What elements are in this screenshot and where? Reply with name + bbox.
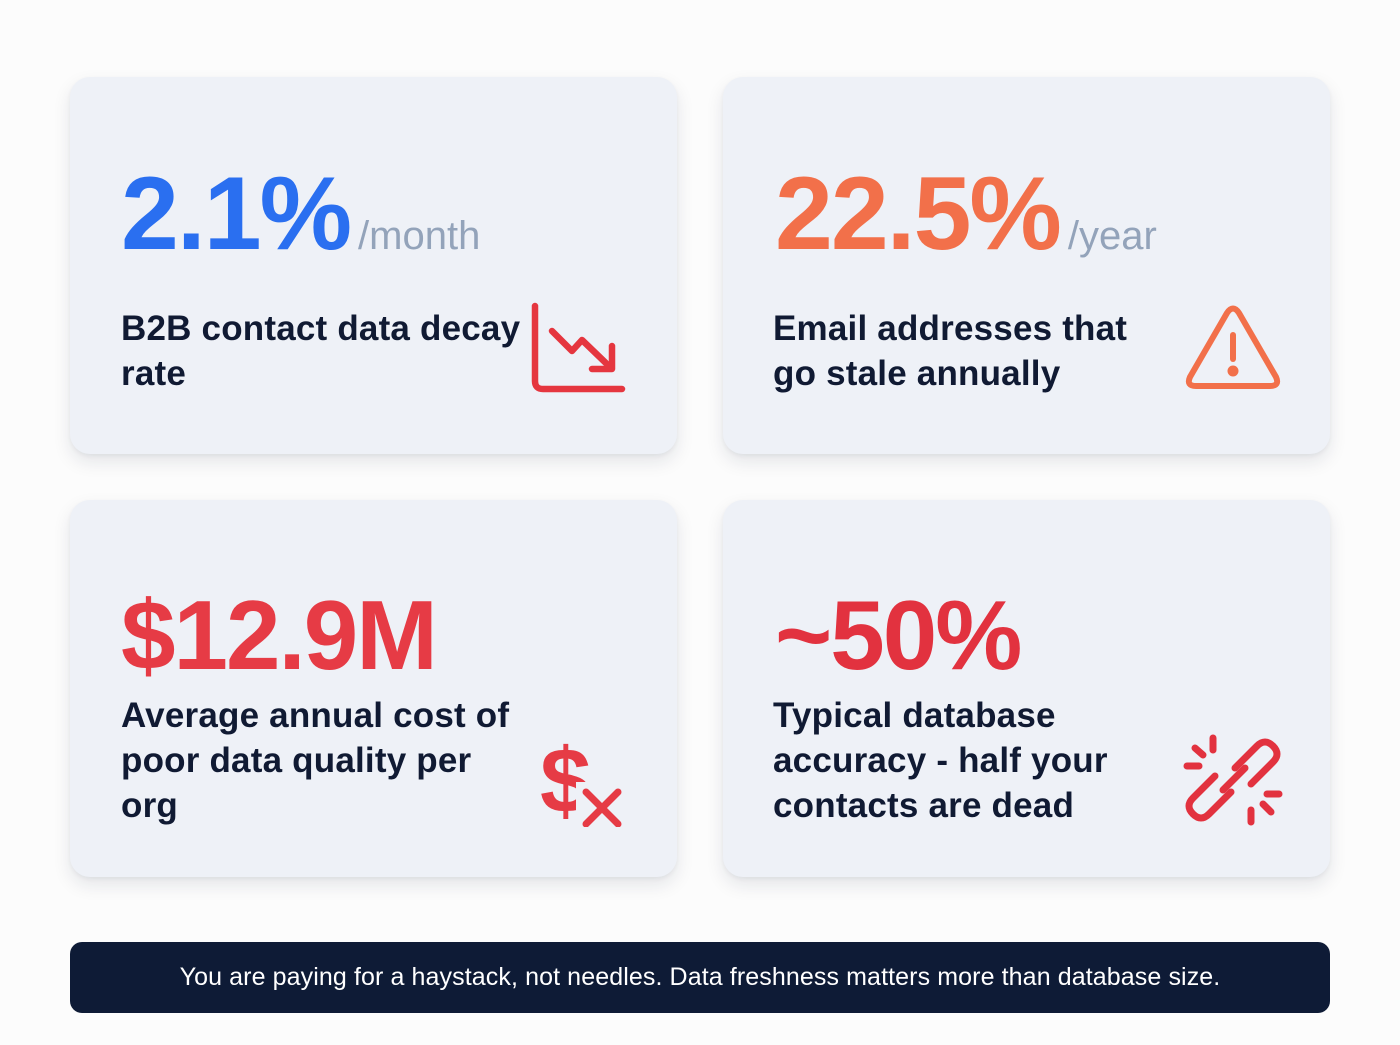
stat-card-email-stale: 22.5%/year Email addresses that go stale…	[723, 77, 1330, 454]
svg-text:$: $	[540, 732, 591, 827]
stat-unit: /month	[358, 214, 481, 258]
stat-card-accuracy: ~50% Typical database accuracy - half yo…	[723, 500, 1330, 877]
dollar-cross-icon: $	[540, 732, 622, 827]
stat-value: $12.9M	[121, 580, 438, 690]
stat-description: Average annual cost of poor data quality…	[121, 696, 510, 825]
stat-card-cost: $12.9M Average annual cost of poor data …	[70, 500, 677, 877]
stat-number: 22.5%	[775, 156, 1062, 272]
stat-unit: /year	[1067, 214, 1157, 258]
stat-description: Typical database accuracy - half your co…	[773, 696, 1108, 825]
stat-number: ~50%	[775, 580, 1022, 690]
stat-value: 22.5%/year	[775, 162, 1157, 266]
stat-card-decay-rate: 2.1%/month B2B contact data decay rate	[70, 77, 677, 454]
stat-number: $12.9M	[121, 580, 438, 690]
broken-link-icon	[1183, 734, 1283, 826]
banner-text: You are paying for a haystack, not needl…	[179, 963, 1221, 991]
stat-description: B2B contact data decay rate	[121, 309, 521, 393]
stat-value: 2.1%/month	[121, 162, 480, 266]
warning-triangle-icon	[1185, 305, 1281, 389]
stat-value: ~50%	[775, 580, 1022, 690]
stat-number: 2.1%	[121, 156, 352, 272]
stat-description: Email addresses that go stale annually	[773, 309, 1128, 393]
takeaway-banner: You are paying for a haystack, not needl…	[70, 942, 1330, 1013]
trending-down-chart-icon	[531, 302, 626, 393]
